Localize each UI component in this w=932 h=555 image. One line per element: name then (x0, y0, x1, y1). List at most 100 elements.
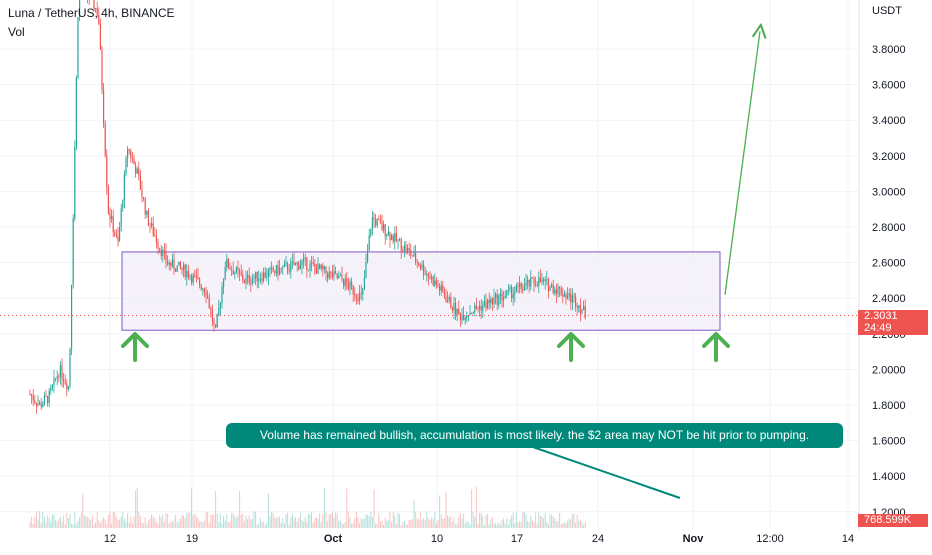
volume-bar (554, 518, 556, 528)
volume-bar (539, 516, 541, 528)
projection-arrow[interactable] (724, 31, 760, 295)
volume-bar (344, 522, 346, 528)
candle-body (288, 270, 290, 272)
candle-body (539, 277, 541, 283)
candle-body (344, 278, 346, 287)
volume-bar (275, 517, 277, 528)
volume-bar (271, 512, 273, 528)
candle-body (279, 268, 281, 275)
candle-body (461, 315, 463, 321)
volume-bar (299, 512, 301, 528)
volume-bar (549, 513, 551, 528)
candle-body (383, 224, 385, 230)
candle-body (66, 383, 68, 390)
candle-body (381, 222, 383, 230)
volume-bar (122, 512, 124, 528)
candle-body (130, 150, 132, 158)
candle-body (106, 155, 108, 188)
volume-bar (296, 521, 298, 528)
volume-bar (571, 513, 573, 528)
candle-body (42, 404, 44, 408)
candle-body (325, 266, 327, 274)
candle-body (320, 265, 322, 269)
candle-body (267, 270, 269, 277)
time-tick-label: 24 (592, 533, 604, 545)
volume-bar (170, 521, 172, 528)
volume-bar (544, 512, 546, 528)
candle-body (554, 289, 556, 294)
candle-body (50, 388, 52, 391)
candle-body (379, 219, 381, 223)
candle-body (69, 349, 71, 387)
volume-bar (42, 512, 44, 528)
candle-body (179, 261, 181, 268)
volume-bar (280, 523, 282, 528)
candle-body (378, 219, 380, 220)
candle-body (224, 266, 226, 280)
volume-bar (301, 519, 303, 528)
candle-body (424, 274, 426, 275)
volume-bar (63, 515, 65, 528)
volume-bar (115, 516, 117, 528)
volume-bar (251, 518, 253, 528)
volume-bar (168, 523, 170, 528)
volume-bar (459, 513, 461, 528)
candle-body (327, 273, 329, 279)
candle-body (475, 305, 477, 309)
candle-body (567, 295, 569, 299)
candle-body (75, 77, 77, 148)
candle-body (453, 303, 455, 311)
volume-bar (285, 513, 287, 528)
volume-bar (322, 513, 324, 528)
candle-body (107, 187, 109, 213)
candle-body (99, 23, 101, 50)
volume-bar (389, 511, 391, 528)
volume-bar (562, 522, 564, 528)
volume-bar (509, 519, 511, 528)
volume-bar (579, 519, 581, 528)
volume-bar (432, 519, 434, 528)
candle-body (295, 262, 297, 266)
annotation-callout[interactable]: Volume has remained bullish, accumulatio… (226, 423, 843, 448)
candle-body (541, 279, 543, 283)
volume-bar (224, 520, 226, 528)
volume-bar (488, 524, 490, 528)
candle-body (167, 262, 169, 265)
accumulation-range-box[interactable] (121, 251, 721, 331)
candle-body (71, 284, 73, 350)
candle-body (67, 386, 69, 390)
volume-bar (467, 521, 469, 528)
candle-body (552, 284, 554, 294)
volume-bar (450, 515, 452, 528)
volume-label[interactable]: Vol (8, 25, 25, 39)
volume-bar (165, 512, 167, 528)
price-tick-label: 2.4000 (872, 293, 906, 305)
volume-bar (291, 514, 293, 528)
candle-body (472, 311, 474, 314)
candle-body (355, 295, 357, 298)
candle-body (528, 279, 530, 287)
candle-body (207, 295, 209, 298)
volume-bar (547, 524, 549, 528)
candle-body (221, 286, 223, 303)
volume-bar (117, 520, 119, 528)
volume-bar (106, 524, 108, 528)
candle-body (74, 147, 76, 219)
volume-bar (162, 514, 164, 528)
candle-body (136, 168, 138, 174)
symbol-title[interactable]: Luna / TetherUS, 4h, BINANCE (8, 6, 175, 20)
volume-bar (359, 523, 361, 528)
time-axis[interactable]: 12 19 Oct 10 17 24 Nov 12:00 14 (104, 533, 854, 545)
volume-bar (501, 520, 503, 528)
candle-body (362, 287, 364, 295)
volume-bar (74, 511, 76, 528)
volume-bar (32, 523, 34, 528)
price-axis[interactable]: 3.8000 3.6000 3.4000 3.2000 3.0000 2.8000 2.60… (872, 44, 906, 519)
candle-body (178, 261, 180, 266)
candle-body (112, 216, 114, 233)
candle-body (551, 284, 553, 287)
candle-body (394, 233, 396, 242)
candle-body (560, 288, 562, 296)
